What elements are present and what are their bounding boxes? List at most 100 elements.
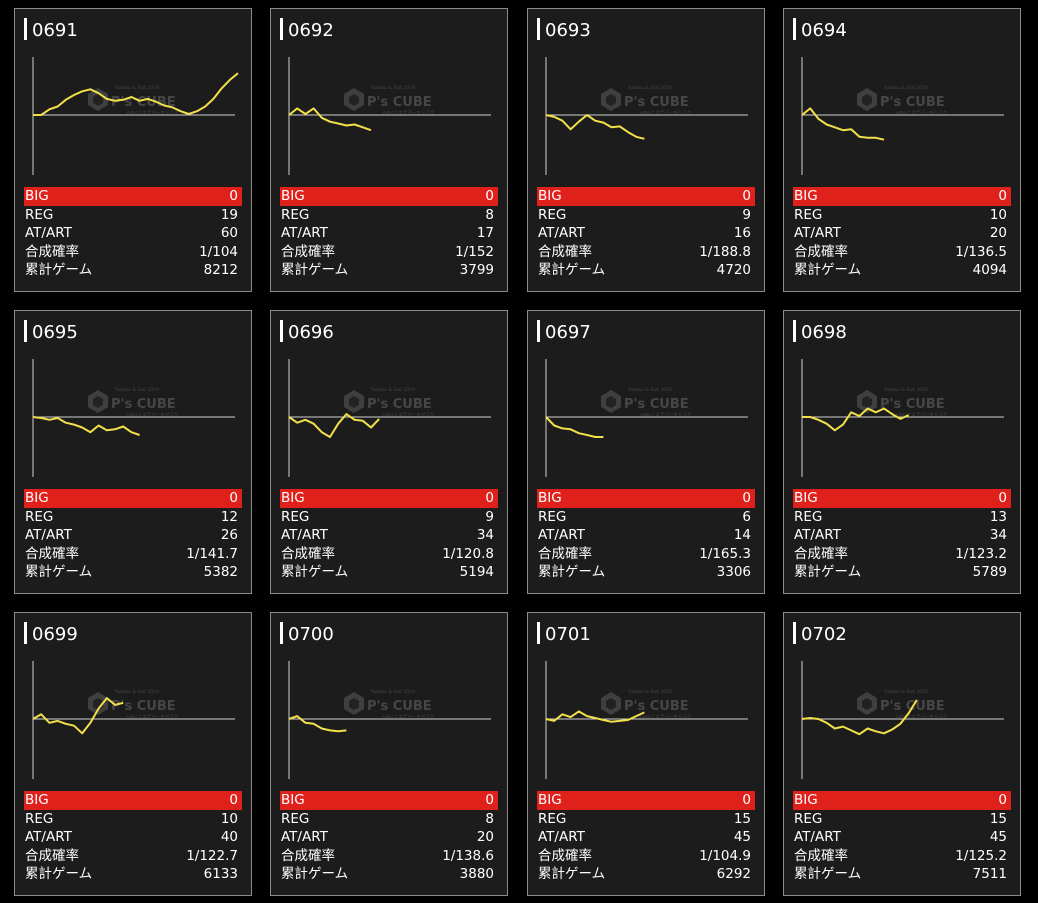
total-games-row: 累計ゲーム 7511 — [793, 865, 1011, 884]
title-accent-bar — [280, 320, 283, 342]
cube-logo-icon — [601, 88, 621, 111]
stats-table: BIG 0 REG 8 AT/ART 20 合成確率 1/138.6 累計ゲーム 3880 — [271, 791, 507, 884]
reg-label: REG — [281, 810, 310, 827]
stats-table: BIG 0 REG 15 AT/ART 45 合成確率 1/104.9 累計ゲーム 6292 — [528, 791, 764, 884]
machine-number[interactable]: 0699 — [32, 624, 78, 645]
watermark-small-top: Yudaku & Slot 2019 — [370, 85, 415, 91]
machine-number[interactable]: 0700 — [288, 624, 334, 645]
machine-number[interactable]: 0695 — [32, 322, 78, 343]
cube-logo-inner — [349, 698, 359, 710]
watermark-small-top: Yudaku & Slot 2019 — [370, 387, 415, 393]
big-row: BIG 0 — [793, 187, 1011, 206]
at-label: AT/ART — [794, 829, 841, 846]
machine-card[interactable]: 0691 Yudaku & Slot 2019 P's CUBE ndoc.f エデパ… — [14, 8, 252, 292]
at-value: 16 — [733, 225, 751, 242]
prob-value: 1/165.3 — [699, 545, 751, 562]
prob-value: 1/138.6 — [442, 847, 494, 864]
reg-value: 13 — [989, 508, 1007, 525]
at-art-row: AT/ART 20 — [793, 224, 1011, 243]
machine-number[interactable]: 0693 — [545, 20, 591, 41]
machine-number[interactable]: 0694 — [801, 20, 847, 41]
prob-label: 合成確率 — [281, 243, 335, 260]
at-art-row: AT/ART 17 — [280, 224, 498, 243]
machine-card[interactable]: 0699 Yudaku & Slot 2019 P's CUBE ndoc.f エデパ… — [14, 612, 252, 896]
prob-label: 合成確率 — [25, 847, 79, 864]
probability-row: 合成確率 1/152 — [280, 243, 498, 262]
big-label: BIG — [794, 188, 818, 204]
trend-line — [545, 416, 604, 438]
big-row: BIG 0 — [537, 489, 755, 508]
machine-card[interactable]: 0695 Yudaku & Slot 2019 P's CUBE ndoc.f エデパ… — [14, 310, 252, 594]
title-accent-bar — [24, 18, 27, 40]
big-value: 0 — [742, 792, 751, 808]
total-games-row: 累計ゲーム 4720 — [537, 261, 755, 280]
machine-card[interactable]: 0701 Yudaku & Slot 2019 P's CUBE ndoc.f エデパ… — [527, 612, 765, 896]
at-label: AT/ART — [25, 225, 72, 242]
big-value: 0 — [742, 188, 751, 204]
big-value: 0 — [485, 490, 494, 506]
big-row: BIG 0 — [793, 791, 1011, 810]
machine-card[interactable]: 0696 Yudaku & Slot 2019 P's CUBE ndoc.f エデパ… — [270, 310, 508, 594]
probability-row: 合成確率 1/125.2 — [793, 847, 1011, 866]
machine-number[interactable]: 0692 — [288, 20, 334, 41]
machine-card[interactable]: 0697 Yudaku & Slot 2019 P's CUBE ndoc.f エデパ… — [527, 310, 765, 594]
watermark-brand: P's CUBE — [624, 397, 689, 412]
probability-row: 合成確率 1/122.7 — [24, 847, 242, 866]
probability-row: 合成確率 1/188.8 — [537, 243, 755, 262]
machine-card[interactable]: 0702 Yudaku & Slot 2019 P's CUBE ndoc.f エデパ… — [783, 612, 1021, 896]
card-header: 0699 — [15, 613, 251, 653]
at-label: AT/ART — [794, 527, 841, 544]
machine-card[interactable]: 0700 Yudaku & Slot 2019 P's CUBE ndoc.f エデパ… — [270, 612, 508, 896]
reg-value: 12 — [220, 508, 238, 525]
total-games-row: 累計ゲーム 3306 — [537, 563, 755, 582]
at-art-row: AT/ART 14 — [537, 526, 755, 545]
machine-card[interactable]: 0692 Yudaku & Slot 2019 P's CUBE ndoc.f エデパ… — [270, 8, 508, 292]
watermark-small-bottom: ndoc.f エデパーキジコク — [896, 109, 947, 116]
big-value: 0 — [998, 490, 1007, 506]
at-art-row: AT/ART 34 — [793, 526, 1011, 545]
at-label: AT/ART — [281, 527, 328, 544]
stats-table: BIG 0 REG 12 AT/ART 26 合成確率 1/141.7 累計ゲーム 5382 — [15, 489, 251, 582]
watermark-small-bottom: ndoc.f エデパーキジコク — [383, 109, 434, 116]
reg-row: REG 12 — [24, 508, 242, 527]
watermark-small-bottom: ndoc.f エデパーキジコク — [896, 411, 947, 418]
machine-number[interactable]: 0701 — [545, 624, 591, 645]
machine-number[interactable]: 0698 — [801, 322, 847, 343]
big-row: BIG 0 — [793, 489, 1011, 508]
machine-card[interactable]: 0698 Yudaku & Slot 2019 P's CUBE ndoc.f エデパ… — [783, 310, 1021, 594]
machine-number[interactable]: 0702 — [801, 624, 847, 645]
machine-number[interactable]: 0697 — [545, 322, 591, 343]
at-label: AT/ART — [538, 829, 585, 846]
prob-value: 1/122.7 — [186, 847, 238, 864]
machine-card[interactable]: 0693 Yudaku & Slot 2019 P's CUBE ndoc.f エデパ… — [527, 8, 765, 292]
cube-logo-inner — [349, 94, 359, 106]
games-value: 3306 — [716, 564, 751, 581]
reg-label: REG — [794, 206, 823, 223]
prob-value: 1/123.2 — [955, 545, 1007, 562]
games-label: 累計ゲーム — [538, 564, 606, 581]
watermark-small-bottom: ndoc.f エデパーキジコク — [896, 713, 947, 720]
card-header: 0696 — [271, 311, 507, 351]
at-value: 17 — [476, 225, 494, 242]
at-value: 40 — [220, 829, 238, 846]
watermark-small-bottom: ndoc.f エデパーキジコク — [640, 713, 691, 720]
at-label: AT/ART — [25, 829, 72, 846]
at-label: AT/ART — [25, 527, 72, 544]
card-header: 0695 — [15, 311, 251, 351]
machine-number[interactable]: 0691 — [32, 20, 78, 41]
prob-value: 1/125.2 — [955, 847, 1007, 864]
games-label: 累計ゲーム — [794, 564, 862, 581]
reg-row: REG 15 — [537, 810, 755, 829]
machine-number[interactable]: 0696 — [288, 322, 334, 343]
reg-row: REG 19 — [24, 206, 242, 225]
at-value: 14 — [733, 527, 751, 544]
big-label: BIG — [794, 792, 818, 808]
machine-card[interactable]: 0694 Yudaku & Slot 2019 P's CUBE ndoc.f エデパ… — [783, 8, 1021, 292]
watermark-brand: P's CUBE — [367, 95, 432, 110]
probability-row: 合成確率 1/141.7 — [24, 545, 242, 564]
